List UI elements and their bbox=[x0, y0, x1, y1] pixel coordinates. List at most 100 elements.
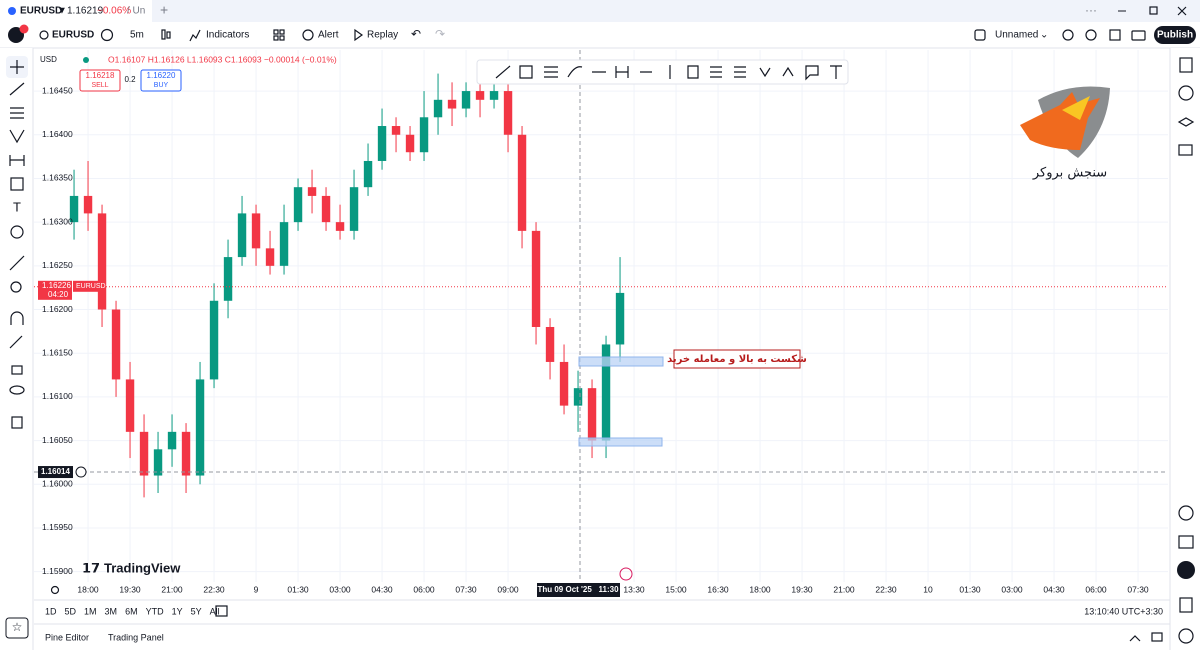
tool-measure[interactable] bbox=[9, 155, 25, 166]
symbol-search[interactable]: EURUSD bbox=[52, 30, 94, 41]
indicators-icon bbox=[189, 29, 201, 42]
undo[interactable]: ↶ bbox=[411, 27, 421, 41]
templates-d bbox=[279, 35, 285, 41]
tool-visibility[interactable] bbox=[9, 385, 25, 395]
watermark-icon: 𝟭𝟳 bbox=[82, 560, 100, 575]
sell-label: SELL bbox=[91, 82, 108, 89]
buy-price: 1.16220 bbox=[147, 71, 176, 80]
candle-body bbox=[489, 91, 499, 100]
redo[interactable]: ↷ bbox=[435, 27, 445, 41]
annotation-box[interactable] bbox=[673, 349, 801, 369]
tool-text[interactable]: T bbox=[13, 199, 21, 214]
tab-icon bbox=[8, 7, 16, 15]
settings[interactable] bbox=[1085, 29, 1097, 41]
range-button[interactable]: YTD bbox=[146, 606, 165, 616]
publish-button[interactable] bbox=[1154, 26, 1196, 44]
range-button[interactable]: 6M bbox=[125, 606, 138, 616]
favorites[interactable] bbox=[5, 617, 29, 639]
layout-name[interactable]: Unnamed bbox=[995, 30, 1038, 41]
object-tree[interactable] bbox=[1177, 117, 1195, 127]
tool-zoom[interactable] bbox=[10, 281, 22, 293]
apps[interactable] bbox=[1177, 561, 1195, 579]
layout-checkbox[interactable] bbox=[974, 29, 986, 41]
close[interactable] bbox=[1177, 6, 1187, 16]
zone-top[interactable] bbox=[578, 356, 664, 367]
replay[interactable]: Replay bbox=[367, 30, 398, 41]
maximize[interactable] bbox=[1149, 6, 1158, 15]
layout-menu[interactable]: ⌄ bbox=[1040, 30, 1048, 41]
goto-date[interactable] bbox=[215, 605, 228, 617]
ideas[interactable] bbox=[1178, 505, 1194, 521]
calendar[interactable] bbox=[1178, 535, 1194, 549]
candle-body bbox=[391, 126, 401, 135]
event-marker[interactable] bbox=[619, 567, 633, 581]
tool-fib[interactable] bbox=[10, 107, 24, 119]
range-bar: 1D 5D 1M 3M 6M YTD 1Y 5Y All bbox=[45, 606, 220, 616]
alerts-panel[interactable] bbox=[1178, 85, 1194, 101]
templates[interactable] bbox=[273, 29, 279, 35]
zone-bottom[interactable] bbox=[578, 437, 663, 447]
bottom-tab[interactable]: Trading Panel bbox=[108, 632, 164, 642]
candle-body bbox=[111, 309, 121, 380]
toolbar bbox=[0, 22, 1200, 48]
templates-c bbox=[273, 35, 279, 41]
tool-lock[interactable] bbox=[11, 365, 23, 375]
tool-lock-drawings[interactable] bbox=[9, 335, 23, 349]
y-tick-label: 1.16050 bbox=[42, 435, 73, 445]
indicators[interactable]: Indicators bbox=[206, 30, 249, 41]
tool-magnet[interactable] bbox=[10, 311, 24, 325]
range-button[interactable]: 5Y bbox=[191, 606, 202, 616]
range-button[interactable]: All bbox=[210, 606, 220, 616]
buy-button[interactable] bbox=[140, 69, 182, 92]
range-button[interactable]: 1Y bbox=[172, 606, 183, 616]
tab[interactable] bbox=[0, 0, 152, 22]
candle-body bbox=[195, 379, 205, 476]
tab-layout: / Un bbox=[127, 6, 145, 17]
watchlist[interactable] bbox=[1179, 57, 1193, 73]
snapshot[interactable] bbox=[1131, 30, 1146, 41]
candle-body bbox=[587, 388, 597, 441]
crosshair-price: 1.16014 bbox=[41, 467, 70, 476]
candle-body bbox=[265, 248, 275, 266]
x-tick-label: 22:30 bbox=[875, 584, 897, 594]
x-tick-label: 07:30 bbox=[455, 584, 477, 594]
drawing-tools[interactable] bbox=[495, 65, 842, 81]
right-sidebar bbox=[1170, 48, 1200, 650]
tool-cross[interactable] bbox=[10, 60, 24, 74]
quick-search[interactable] bbox=[1062, 29, 1074, 41]
axis-settings[interactable] bbox=[50, 585, 60, 595]
bottom-tab[interactable]: Pine Editor bbox=[45, 632, 89, 642]
logo-text: سنجش بروکر bbox=[1032, 166, 1107, 181]
chats[interactable] bbox=[1178, 144, 1193, 156]
alert[interactable]: Alert bbox=[318, 30, 339, 41]
help[interactable] bbox=[1179, 597, 1193, 613]
more[interactable]: ··· bbox=[1085, 3, 1097, 17]
tool-ruler[interactable] bbox=[9, 255, 25, 271]
notifications[interactable] bbox=[1178, 628, 1194, 644]
y-tick-label: 1.16350 bbox=[42, 173, 73, 183]
interval[interactable]: 5m bbox=[130, 30, 144, 41]
candle-body bbox=[475, 91, 485, 100]
logo-highlight bbox=[1062, 96, 1090, 120]
chart-type[interactable] bbox=[161, 29, 166, 40]
collapse[interactable] bbox=[1129, 635, 1141, 642]
range-button[interactable]: 1M bbox=[84, 606, 97, 616]
range-button[interactable]: 1D bbox=[45, 606, 57, 616]
tool-trendline[interactable] bbox=[9, 82, 25, 96]
compare[interactable] bbox=[100, 28, 114, 42]
x-tick-label: 21:00 bbox=[833, 584, 855, 594]
fullscreen[interactable] bbox=[1109, 29, 1121, 41]
add-order[interactable] bbox=[75, 466, 87, 478]
maximize-panel[interactable] bbox=[1151, 632, 1163, 642]
tool-shape[interactable] bbox=[10, 177, 24, 191]
watermark: TradingView bbox=[104, 560, 181, 575]
new-tab[interactable]: + bbox=[160, 2, 168, 18]
x-tick-label: 06:00 bbox=[1085, 584, 1107, 594]
range-button[interactable]: 5D bbox=[65, 606, 77, 616]
range-button[interactable]: 3M bbox=[105, 606, 118, 616]
tool-delete[interactable] bbox=[11, 416, 23, 429]
tool-pattern[interactable] bbox=[9, 129, 25, 144]
x-tick-label: 9 bbox=[254, 584, 259, 594]
sell-button[interactable] bbox=[79, 69, 121, 92]
tool-emoji[interactable] bbox=[10, 225, 24, 239]
